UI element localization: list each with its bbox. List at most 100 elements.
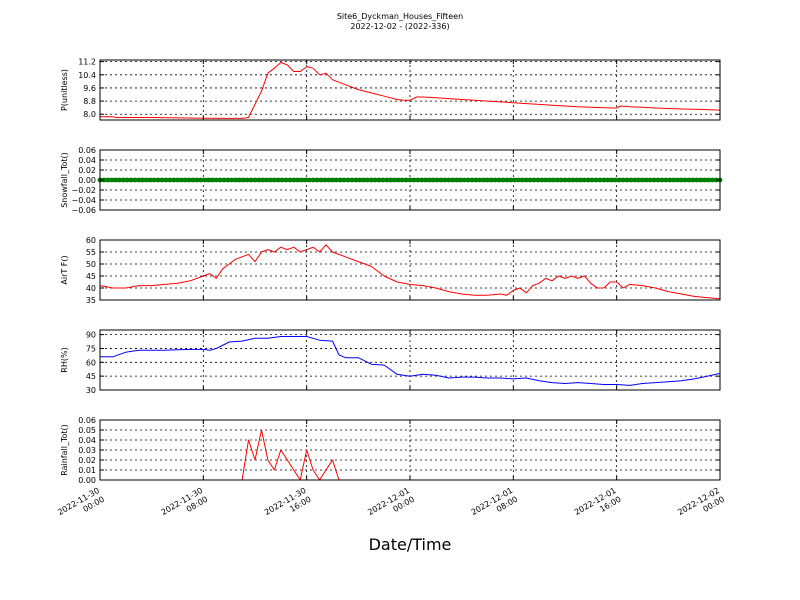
data-point	[698, 177, 703, 183]
data-point	[551, 177, 556, 183]
data-point	[566, 177, 572, 183]
data-point	[159, 177, 165, 183]
data-point	[372, 177, 378, 183]
data-point	[632, 177, 638, 183]
data-point	[233, 177, 239, 183]
series-line	[100, 336, 721, 386]
data-point	[167, 177, 173, 183]
data-point	[582, 177, 587, 183]
data-point	[361, 177, 366, 183]
data-point	[539, 177, 545, 183]
data-point	[415, 177, 421, 183]
y-tick-label: 0.02	[78, 456, 96, 465]
data-point	[140, 177, 146, 183]
data-point	[597, 177, 603, 183]
data-point	[206, 177, 211, 183]
data-point	[256, 177, 262, 183]
data-point	[609, 177, 614, 183]
data-point	[616, 177, 622, 183]
data-point	[624, 177, 630, 183]
y-tick-label: 11.2	[78, 58, 96, 67]
data-point	[175, 177, 180, 183]
data-point	[620, 177, 626, 183]
y-tick-label: 9.6	[83, 84, 96, 93]
y-tick-label: 35	[86, 296, 96, 305]
data-point	[531, 177, 537, 183]
y-tick-label: −0.04	[71, 196, 96, 205]
y-tick-label: 0.04	[78, 436, 96, 445]
data-point	[128, 177, 134, 183]
y-tick-label: 55	[86, 248, 96, 257]
y-tick-label: 60	[86, 358, 96, 367]
y-tick-label: 40	[86, 284, 96, 293]
data-point	[477, 177, 483, 183]
y-tick-label: 60	[86, 236, 96, 245]
data-point	[454, 177, 459, 183]
data-point	[252, 177, 258, 183]
data-point	[345, 177, 351, 183]
data-point	[663, 177, 669, 183]
data-point	[384, 177, 390, 183]
subplot-2: −0.06−0.04−0.020.000.020.040.06 Snowfall_…	[60, 146, 723, 215]
y-tick-label: −0.02	[71, 186, 96, 195]
data-point	[644, 177, 649, 183]
data-point	[500, 177, 506, 183]
data-point	[380, 177, 386, 183]
data-point	[190, 177, 196, 183]
data-point	[353, 177, 359, 183]
subplot-3: 35 40 45 50 55 60 AirT F()	[60, 236, 721, 305]
data-point	[225, 177, 231, 183]
data-point	[326, 177, 331, 183]
data-point	[144, 177, 149, 183]
data-point	[105, 177, 111, 183]
data-point	[492, 177, 498, 183]
data-point	[682, 177, 688, 183]
data-point	[221, 177, 227, 183]
data-point	[520, 177, 525, 183]
data-point	[376, 177, 382, 183]
data-point	[403, 177, 409, 183]
data-point	[124, 177, 130, 183]
y-tick-label: 0.04	[78, 156, 96, 165]
data-point	[442, 177, 448, 183]
data-point	[678, 177, 684, 183]
data-point	[675, 177, 680, 183]
data-point	[357, 177, 362, 183]
chart-subtitle: 2022-12-02 - (2022-336)	[350, 22, 449, 31]
data-point	[438, 177, 444, 183]
data-point	[473, 177, 479, 183]
data-point	[244, 177, 250, 183]
data-point	[155, 177, 161, 183]
x-tick-label: 2022-11-3008:00	[160, 486, 210, 526]
y-axis-label: RH(%)	[60, 347, 69, 372]
data-point	[547, 177, 552, 183]
x-tick-labels: 2022-11-3000:00 2022-11-3008:00 2022-11-30…	[56, 486, 726, 526]
data-point	[461, 177, 467, 183]
data-point	[368, 177, 374, 183]
data-point	[508, 177, 514, 183]
data-point	[279, 177, 285, 183]
data-point	[485, 177, 490, 183]
data-point	[341, 177, 347, 183]
data-point	[434, 177, 440, 183]
y-tick-label: 0.06	[78, 416, 96, 425]
data-point	[578, 177, 583, 183]
data-point	[481, 177, 486, 183]
data-point	[237, 177, 242, 183]
data-point	[423, 177, 428, 183]
y-tick-label: 0.01	[78, 466, 96, 475]
data-point	[589, 177, 595, 183]
y-tick-label: 45	[86, 272, 96, 281]
data-point	[132, 177, 138, 183]
x-tick-label: 2022-12-0116:00	[573, 486, 623, 526]
data-point	[574, 177, 579, 183]
subplot-4: 30 45 60 75 90 RH(%)	[60, 329, 721, 395]
data-point	[613, 177, 618, 183]
y-axis-label: Snowfall_Tot()	[60, 152, 69, 208]
data-point	[570, 177, 576, 183]
data-point	[396, 177, 401, 183]
data-point	[647, 177, 653, 183]
data-point	[330, 177, 335, 183]
data-point	[194, 177, 200, 183]
data-point	[163, 177, 169, 183]
